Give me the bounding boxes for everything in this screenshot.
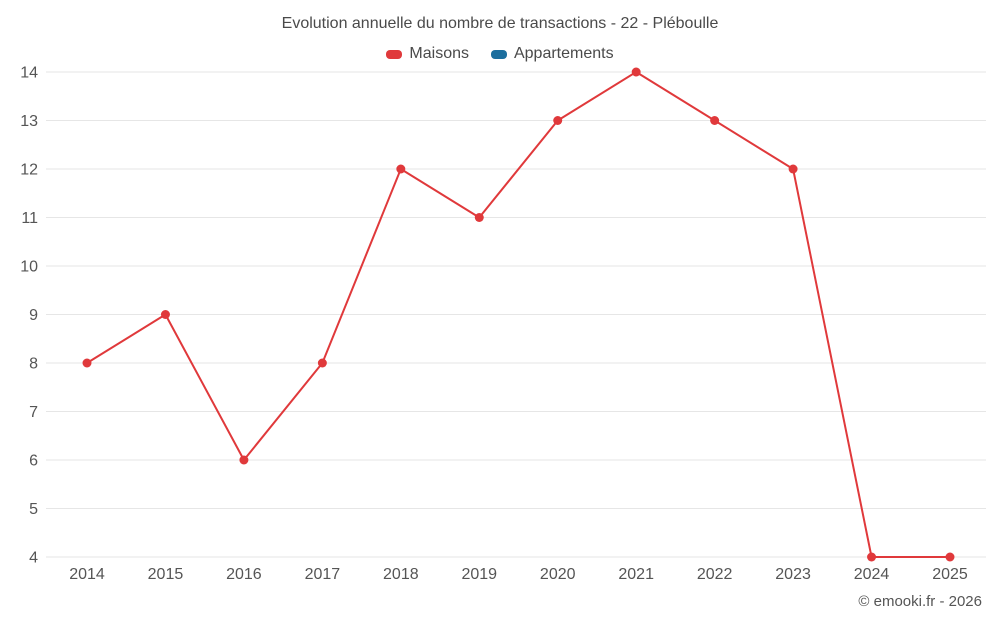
x-tick-label-2024: 2024 [854,566,890,583]
x-tick-label-2017: 2017 [305,566,341,583]
legend-label-maisons: Maisons [409,45,469,62]
data-point-maisons-2017[interactable] [317,358,327,368]
legend-item-maisons[interactable]: Maisons [386,45,469,63]
data-point-maisons-2018[interactable] [396,164,406,174]
legend-swatch-appartements [490,49,507,59]
data-point-maisons-2016[interactable] [239,455,249,465]
y-tick-label-14: 14 [20,65,38,82]
y-tick-label-13: 13 [20,113,38,130]
x-tick-label-2025: 2025 [932,566,968,583]
data-point-maisons-2020[interactable] [553,116,563,125]
x-tick-label-2020: 2020 [540,566,576,583]
y-tick-label-10: 10 [20,259,38,276]
chart-title: Evolution annuelle du nombre de transact… [281,15,719,32]
y-tick-label-9: 9 [29,307,38,324]
x-tick-label-2014: 2014 [69,566,105,583]
x-tick-label-2023: 2023 [775,566,811,583]
data-point-maisons-2024[interactable] [867,552,877,562]
chart-legend: Maisons Appartements [0,45,1000,63]
x-tick-label-2015: 2015 [148,566,184,583]
data-point-maisons-2021[interactable] [631,67,641,77]
legend-label-appartements: Appartements [513,45,614,62]
data-point-maisons-2023[interactable] [788,164,798,174]
y-tick-label-4: 4 [29,550,38,567]
y-tick-label-12: 12 [20,162,38,179]
data-point-maisons-2014[interactable] [82,358,92,368]
data-point-maisons-2022[interactable] [710,116,720,125]
x-tick-label-2016: 2016 [226,566,262,583]
series-line-maisons [86,71,951,558]
data-point-maisons-2015[interactable] [160,310,170,319]
y-tick-label-5: 5 [29,501,38,518]
legend-swatch-maisons [386,49,403,59]
data-point-maisons-2025[interactable] [945,552,955,562]
x-tick-label-2019: 2019 [461,566,497,583]
chart-footer-credit: © emooki.fr - 2026 [858,593,982,610]
x-tick-label-2021: 2021 [618,566,654,583]
y-tick-label-7: 7 [29,404,38,421]
y-tick-label-11: 11 [21,210,38,227]
x-tick-label-2022: 2022 [697,566,733,583]
y-tick-label-6: 6 [29,453,38,470]
legend-item-appartements[interactable]: Appartements [490,45,614,63]
data-point-maisons-2019[interactable] [474,213,484,222]
x-tick-label-2018: 2018 [383,566,419,583]
y-tick-label-8: 8 [29,356,38,373]
